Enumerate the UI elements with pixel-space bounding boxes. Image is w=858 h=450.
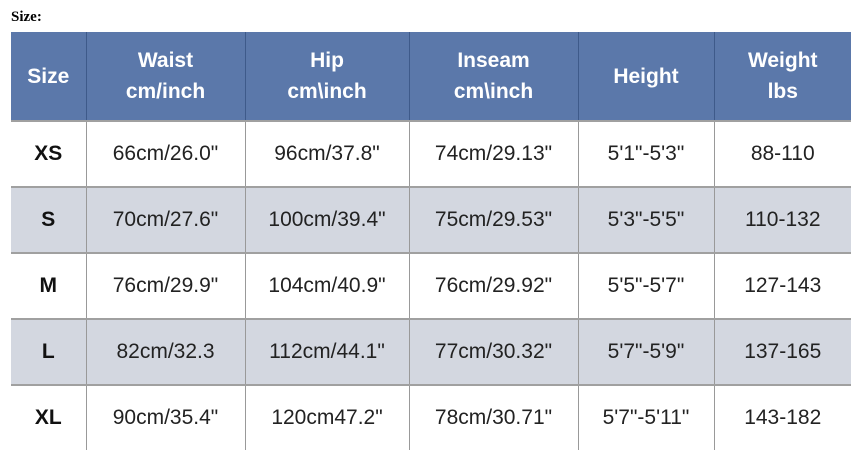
table-cell: 110-132 bbox=[713, 186, 851, 253]
table-cell: M bbox=[11, 252, 86, 319]
table-cell: 5'5"-5'7" bbox=[577, 252, 714, 319]
size-chart-table: Size Waist cm/inch Hip cm\inch Inseam cm\inch H… bbox=[11, 32, 851, 450]
table-cell: L bbox=[11, 318, 86, 385]
header-text: Inseam bbox=[457, 49, 530, 72]
column-header: Hip cm\inch bbox=[244, 32, 409, 121]
table-cell: 74cm/29.13" bbox=[408, 120, 578, 187]
table-cell: 5'7"-5'9" bbox=[577, 318, 714, 385]
header-text: Size bbox=[27, 64, 70, 88]
table-cell: S bbox=[11, 186, 86, 253]
column-header: Size bbox=[11, 32, 86, 121]
column-header: Height bbox=[577, 32, 714, 121]
column-header: Weight lbs bbox=[713, 32, 851, 121]
table-cell: 90cm/35.4" bbox=[85, 384, 245, 450]
column-header: Waist cm/inch bbox=[85, 32, 245, 121]
table-cell: 96cm/37.8" bbox=[244, 120, 409, 187]
table-cell: 78cm/30.71" bbox=[408, 384, 578, 450]
size-title: Size: bbox=[11, 9, 42, 25]
header-row: Size Waist cm/inch Hip cm\inch Inseam cm\inch H… bbox=[11, 32, 851, 121]
table-row: S 70cm/27.6" 100cm/39.4" 75cm/29.53" 5'3"-5'… bbox=[11, 186, 851, 253]
table-cell: 66cm/26.0" bbox=[85, 120, 245, 187]
table-row: XS 66cm/26.0" 96cm/37.8" 74cm/29.13" 5'1"-5'… bbox=[11, 120, 851, 187]
table-row: XL 90cm/35.4" 120cm47.2" 78cm/30.71" 5'7"-5'… bbox=[11, 384, 851, 450]
column-header: Inseam cm\inch bbox=[408, 32, 578, 121]
header-text: cm\inch bbox=[287, 80, 367, 103]
table-cell: 100cm/39.4" bbox=[244, 186, 409, 253]
table-cell: 104cm/40.9" bbox=[244, 252, 409, 319]
header-text: Height bbox=[613, 64, 679, 88]
table-cell: 5'1"-5'3" bbox=[577, 120, 714, 187]
header-text: Waist bbox=[137, 49, 194, 72]
table-cell: 75cm/29.53" bbox=[408, 186, 578, 253]
table-cell: 82cm/32.3 bbox=[85, 318, 245, 385]
header-text: cm\inch bbox=[453, 80, 534, 103]
table-cell: 76cm/29.92" bbox=[408, 252, 578, 319]
table-cell: 5'3"-5'5" bbox=[577, 186, 714, 253]
table-cell: 127-143 bbox=[713, 252, 851, 319]
table-cell: XL bbox=[11, 384, 86, 450]
table-cell: 143-182 bbox=[713, 384, 851, 450]
header-text: cm/inch bbox=[125, 80, 206, 103]
table-cell: 120cm47.2" bbox=[244, 384, 409, 450]
header-text: Weight bbox=[747, 49, 818, 72]
table-cell: 88-110 bbox=[713, 120, 851, 187]
table-cell: 137-165 bbox=[713, 318, 851, 385]
table-cell: 76cm/29.9" bbox=[85, 252, 245, 319]
header-text: lbs bbox=[767, 80, 798, 103]
table-row: L 82cm/32.3 112cm/44.1" 77cm/30.32" 5'7"-5'9… bbox=[11, 318, 851, 385]
table-row: M 76cm/29.9" 104cm/40.9" 76cm/29.92" 5'5"-5'… bbox=[11, 252, 851, 319]
table-cell: 70cm/27.6" bbox=[85, 186, 245, 253]
table-cell: XS bbox=[11, 120, 86, 187]
table-cell: 77cm/30.32" bbox=[408, 318, 578, 385]
table-cell: 112cm/44.1" bbox=[244, 318, 409, 385]
header-text: Hip bbox=[310, 49, 344, 72]
table-cell: 5'7"-5'11" bbox=[577, 384, 714, 450]
